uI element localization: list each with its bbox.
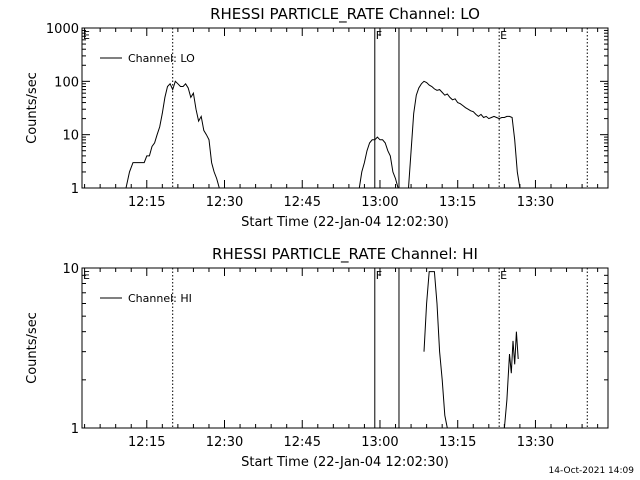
plot-frame xyxy=(81,27,609,189)
series-line-segment xyxy=(503,331,519,429)
annotation-label: E xyxy=(500,29,507,42)
x-tick-label: 12:30 xyxy=(206,195,243,210)
y-tick-label: 10 xyxy=(62,129,79,144)
plot-frame xyxy=(81,267,609,429)
series-line-segment xyxy=(423,271,448,429)
y-tick-label: 1000 xyxy=(46,22,79,37)
chart-hi: RHESSI PARTICLE_RATE Channel: HI Start Ti… xyxy=(25,245,609,470)
footer-timestamp: 14-Oct-2021 14:09 xyxy=(549,466,635,476)
y-tick-label: 1 xyxy=(71,182,79,197)
annotation-label: F xyxy=(376,29,382,42)
y-tick-label: 1 xyxy=(71,422,79,437)
x-tick-label: 13:30 xyxy=(517,435,554,450)
chart-title: RHESSI PARTICLE_RATE Channel: LO xyxy=(210,5,480,24)
x-tick-label: 13:15 xyxy=(439,195,476,210)
x-tick-label: 12:45 xyxy=(284,195,321,210)
y-tick-label: 100 xyxy=(54,75,79,90)
x-tick-label: 13:00 xyxy=(361,435,398,450)
legend-entry: Channel: LO xyxy=(128,52,195,65)
chart-lo: RHESSI PARTICLE_RATE Channel: LO Start Ti… xyxy=(25,5,609,230)
chart-title: RHESSI PARTICLE_RATE Channel: HI xyxy=(212,245,478,264)
annotation-label: E xyxy=(83,269,90,282)
x-tick-label: 12:15 xyxy=(128,435,165,450)
x-tick-label: 12:15 xyxy=(128,195,165,210)
x-tick-label: 12:45 xyxy=(284,435,321,450)
x-tick-label: 12:30 xyxy=(206,435,243,450)
x-axis-label: Start Time (22-Jan-04 12:02:30) xyxy=(241,455,449,470)
annotation-label: E xyxy=(83,29,90,42)
legend-entry: Channel: HI xyxy=(128,292,192,305)
x-axis-label: Start Time (22-Jan-04 12:02:30) xyxy=(241,215,449,230)
y-axis-label: Counts/sec xyxy=(25,72,40,144)
series-line-segment xyxy=(358,136,399,189)
x-tick-label: 13:00 xyxy=(361,195,398,210)
x-tick-label: 13:15 xyxy=(439,435,476,450)
x-tick-label: 13:30 xyxy=(517,195,554,210)
series-line-segment xyxy=(125,80,225,189)
series-line-segment xyxy=(408,80,521,189)
annotation-label: E xyxy=(500,269,507,282)
y-tick-label: 10 xyxy=(62,262,79,277)
y-axis-label: Counts/sec xyxy=(25,312,40,384)
annotation-label: F xyxy=(376,269,382,282)
